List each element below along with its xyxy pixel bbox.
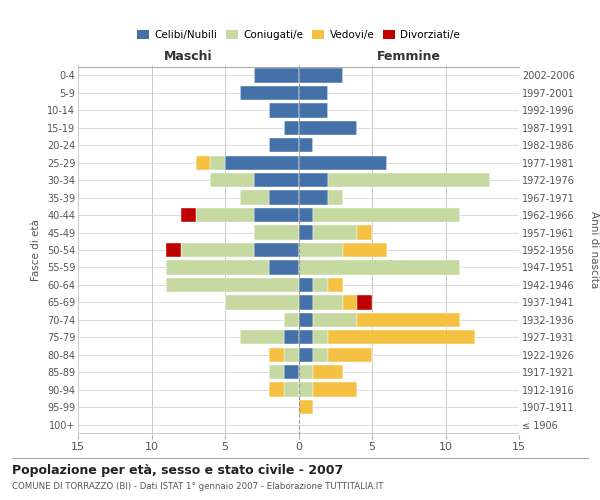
Bar — [299, 295, 313, 310]
Bar — [299, 173, 328, 188]
Bar — [299, 68, 343, 82]
Bar — [299, 365, 313, 380]
Bar — [299, 120, 358, 135]
Bar — [313, 330, 328, 344]
Bar — [225, 295, 299, 310]
Bar — [328, 278, 343, 292]
Bar — [254, 243, 299, 257]
Text: Maschi: Maschi — [164, 50, 212, 64]
Bar — [313, 348, 328, 362]
Bar — [211, 173, 254, 188]
Bar — [299, 190, 328, 205]
Bar — [313, 278, 328, 292]
Bar — [284, 348, 299, 362]
Y-axis label: Fasce di età: Fasce di età — [31, 219, 41, 281]
Bar — [299, 86, 328, 100]
Bar — [166, 278, 299, 292]
Bar — [313, 208, 460, 222]
Bar — [284, 365, 299, 380]
Bar — [299, 330, 313, 344]
Bar — [299, 348, 313, 362]
Bar — [313, 312, 357, 327]
Bar — [269, 260, 299, 274]
Bar — [181, 208, 196, 222]
Bar — [299, 208, 313, 222]
Bar — [284, 312, 299, 327]
Bar — [313, 365, 343, 380]
Bar — [254, 208, 299, 222]
Bar — [225, 156, 299, 170]
Bar — [269, 103, 299, 118]
Bar — [299, 243, 343, 257]
Bar — [343, 295, 358, 310]
Bar — [313, 295, 343, 310]
Bar — [269, 190, 299, 205]
Bar — [299, 400, 313, 414]
Bar — [240, 330, 284, 344]
Bar — [284, 382, 299, 397]
Bar — [299, 382, 313, 397]
Bar — [328, 190, 343, 205]
Bar — [211, 156, 225, 170]
Bar — [269, 365, 284, 380]
Bar — [181, 243, 254, 257]
Y-axis label: Anni di nascita: Anni di nascita — [589, 212, 599, 288]
Text: Femmine: Femmine — [377, 50, 441, 64]
Bar — [299, 103, 328, 118]
Bar — [240, 190, 269, 205]
Bar — [328, 173, 490, 188]
Bar — [254, 173, 299, 188]
Bar — [328, 348, 372, 362]
Bar — [313, 382, 357, 397]
Bar — [284, 120, 299, 135]
Text: COMUNE DI TORRAZZO (BI) - Dati ISTAT 1° gennaio 2007 - Elaborazione TUTTITALIA.I: COMUNE DI TORRAZZO (BI) - Dati ISTAT 1° … — [12, 482, 383, 491]
Bar — [166, 243, 181, 257]
Bar — [299, 278, 313, 292]
Bar — [196, 208, 254, 222]
Bar — [343, 243, 387, 257]
Bar — [254, 226, 299, 239]
Bar — [166, 260, 269, 274]
Bar — [254, 68, 299, 82]
Bar — [269, 382, 284, 397]
Bar — [299, 260, 460, 274]
Bar — [299, 226, 313, 239]
Bar — [358, 226, 372, 239]
Text: Popolazione per età, sesso e stato civile - 2007: Popolazione per età, sesso e stato civil… — [12, 464, 343, 477]
Bar — [358, 295, 372, 310]
Bar — [313, 226, 357, 239]
Bar — [299, 312, 313, 327]
Bar — [284, 330, 299, 344]
Bar — [269, 138, 299, 152]
Bar — [299, 138, 313, 152]
Bar — [240, 86, 299, 100]
Bar — [358, 312, 460, 327]
Bar — [196, 156, 211, 170]
Legend: Celibi/Nubili, Coniugati/e, Vedovi/e, Divorziati/e: Celibi/Nubili, Coniugati/e, Vedovi/e, Di… — [135, 28, 462, 42]
Bar — [299, 156, 387, 170]
Bar — [328, 330, 475, 344]
Bar — [269, 348, 284, 362]
